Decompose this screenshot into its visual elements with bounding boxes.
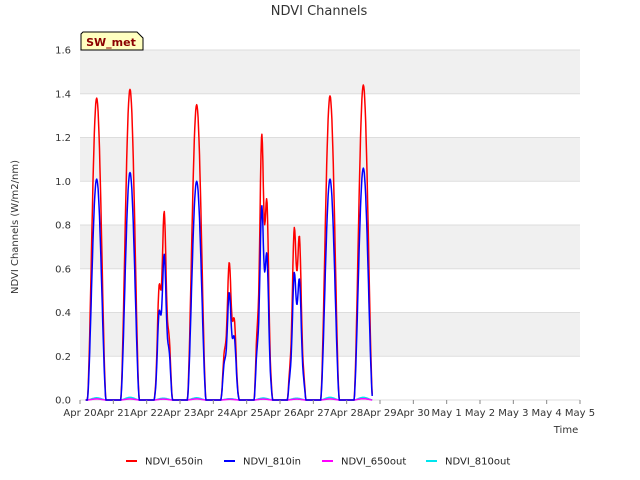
- y-tick-label: 0.0: [55, 396, 71, 407]
- y-tick-label: 1.4: [55, 89, 71, 100]
- y-tick-label: 0.4: [55, 308, 71, 319]
- x-tick-label: May 2: [465, 408, 495, 419]
- x-tick-label: Apr 22: [130, 408, 163, 419]
- x-axis-label: Time: [553, 425, 578, 436]
- badge-text: SW_met: [86, 36, 136, 49]
- y-tick-label: 1.6: [55, 46, 71, 57]
- x-tick-label: May 1: [432, 408, 462, 419]
- legend-label: NDVI_810out: [445, 457, 510, 468]
- series-line-ndvi-810in: [85, 167, 373, 401]
- y-tick-label: 0.8: [55, 221, 71, 232]
- y-tick-label: 0.2: [55, 352, 71, 363]
- band: [80, 312, 580, 357]
- x-tick-label: Apr 28: [330, 408, 363, 419]
- x-tick-label: Apr 20: [63, 408, 96, 419]
- x-tick-label: Apr 29: [363, 408, 396, 419]
- x-tick-label: May 4: [532, 408, 562, 419]
- x-tick-label: Apr 30: [397, 408, 430, 419]
- series-line-ndvi-650out: [85, 397, 373, 401]
- station-badge: SW_met: [80, 31, 144, 51]
- x-tick-label: Apr 25: [230, 408, 263, 419]
- band: [80, 225, 580, 269]
- x-tick-label: Apr 24: [197, 408, 230, 419]
- x-tick-label: May 5: [565, 408, 595, 419]
- y-tick-label: 1.0: [55, 177, 71, 188]
- x-tick-label: May 3: [498, 408, 528, 419]
- legend-label: NDVI_650in: [145, 457, 203, 468]
- band: [80, 50, 580, 94]
- x-tick-label: Apr 26: [263, 408, 296, 419]
- x-axis: Apr 20 Apr 21 Apr 22 Apr 23 Apr 24 Apr 25 Apr …: [63, 400, 595, 419]
- y-tick-label: 1.2: [55, 133, 71, 144]
- legend-label: NDVI_810in: [243, 457, 301, 468]
- x-tick-label: Apr 27: [297, 408, 330, 419]
- series-line-ndvi-650in: [85, 84, 373, 401]
- y-axis: 0.0 0.2 0.4 0.6 0.8 1.0 1.2 1.4 1.6: [55, 46, 71, 407]
- band: [80, 137, 580, 182]
- badge-box: [80, 31, 144, 51]
- chart-title: NDVI Channels: [271, 4, 368, 19]
- legend-label: NDVI_650out: [341, 457, 406, 468]
- y-tick-label: 0.6: [55, 264, 71, 275]
- series-layer: [85, 84, 373, 401]
- legend: NDVI_650in NDVI_810in NDVI_650out NDVI_810o…: [126, 457, 510, 468]
- x-tick-label: Apr 23: [163, 408, 196, 419]
- y-axis-label: NDVI Channels (W/m2/nm): [10, 160, 21, 294]
- x-tick-label: Apr 21: [97, 408, 130, 419]
